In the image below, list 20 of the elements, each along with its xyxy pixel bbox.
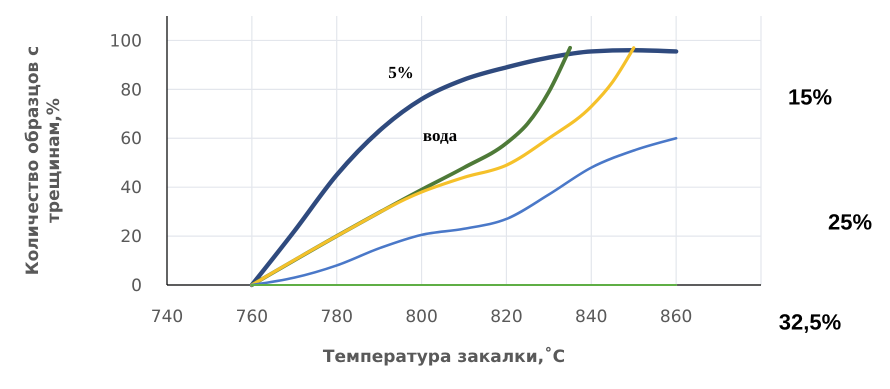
y-tick-label: 0 [131, 276, 142, 296]
y-tick-label: 80 [120, 80, 142, 100]
text: 25% [828, 210, 872, 235]
y-tick-label: 100 [110, 31, 142, 52]
x-tick-label: 780 [320, 307, 353, 327]
x-axis-title: Температура закалки,˚C [322, 346, 566, 367]
y-tick-label: 40 [120, 178, 142, 198]
text: 32,5% [778, 310, 842, 335]
annotation: 5% [388, 62, 414, 82]
text: 15% [788, 84, 832, 110]
y-tick-label: 20 [120, 227, 142, 248]
x-tick-label: 840 [575, 307, 608, 327]
x-tick-label: 800 [405, 307, 438, 327]
x-tick-label: 760 [236, 307, 268, 327]
annotation: вода [422, 126, 458, 145]
y-axis-title: Количество образцов с трещинам,% [23, 46, 64, 276]
x-tick-label: 740 [150, 307, 184, 327]
y-tick-label: 60 [120, 129, 142, 150]
x-tick-label: 860 [660, 307, 692, 327]
x-tick-label: 820 [490, 307, 523, 327]
